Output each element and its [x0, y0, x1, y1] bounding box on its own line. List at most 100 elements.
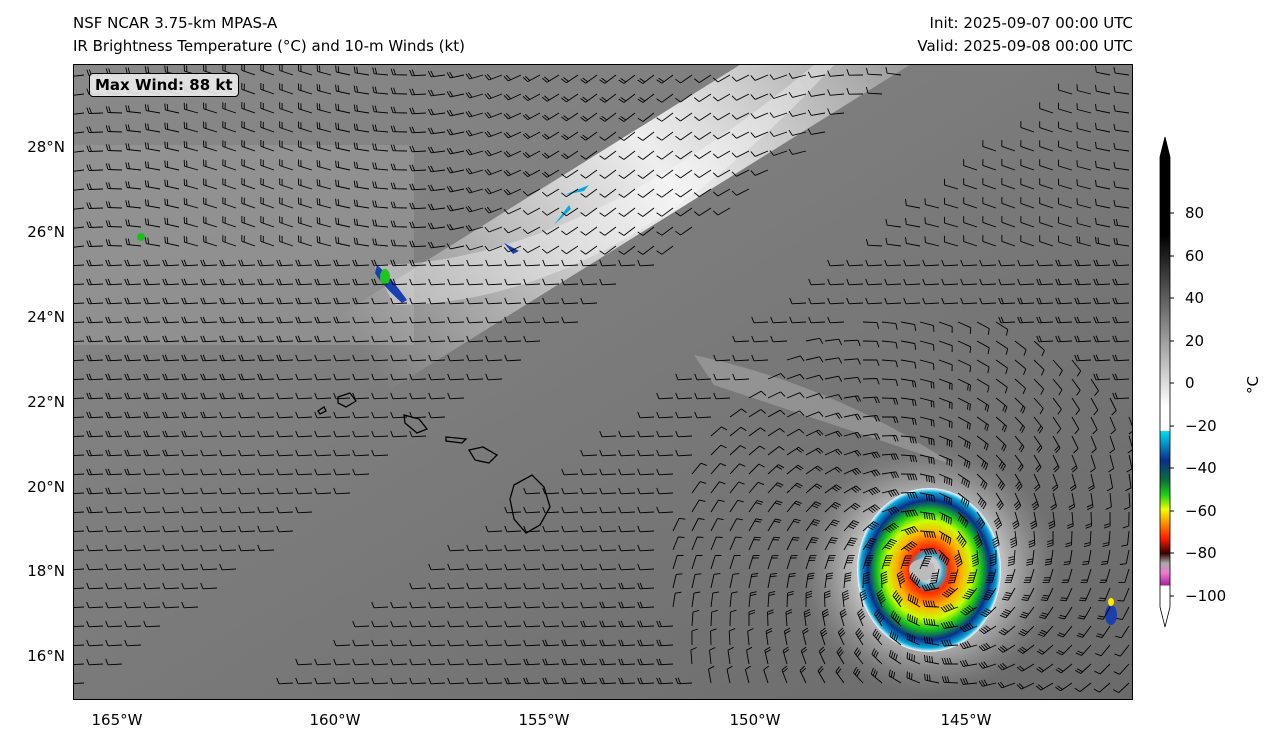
wind-barb	[371, 430, 389, 438]
wind-barb	[805, 356, 824, 363]
wind-barb	[656, 658, 674, 666]
wind-barb	[390, 430, 408, 438]
wind-barb	[314, 278, 332, 286]
wind-barb	[637, 226, 655, 236]
wind-barb	[580, 449, 598, 457]
wind-barb	[276, 449, 294, 457]
wind-barb	[542, 601, 560, 609]
wind-barb	[295, 506, 313, 514]
wind-barb	[183, 197, 199, 209]
wind-barb	[1076, 103, 1092, 114]
wind-barb	[143, 278, 161, 286]
title-model: NSF NCAR 3.75-km MPAS-A	[73, 14, 278, 32]
wind-barb	[276, 525, 294, 533]
wind-barb	[428, 278, 446, 286]
wind-barb	[1105, 492, 1112, 510]
wind-barb	[710, 462, 727, 475]
wind-barb	[390, 278, 408, 286]
wind-barb	[729, 518, 743, 532]
wind-barb	[905, 218, 921, 228]
wind-barb	[900, 509, 919, 518]
wind-barb	[162, 487, 180, 495]
wind-barb	[333, 411, 351, 419]
wind-barb	[74, 169, 85, 172]
wind-barb	[1108, 454, 1115, 473]
wind-barb	[298, 83, 313, 95]
wind-barb	[124, 544, 142, 552]
wind-barb	[316, 160, 332, 171]
wind-barb	[731, 169, 750, 177]
wind-barb	[333, 392, 351, 400]
wind-barb	[710, 628, 717, 646]
wind-barb	[427, 203, 446, 211]
wind-barb	[982, 197, 997, 209]
wind-barb	[656, 468, 674, 476]
wind-barb	[675, 93, 693, 103]
wind-barb	[823, 590, 831, 608]
wind-barb	[352, 430, 370, 438]
wind-barb	[1095, 179, 1111, 190]
wind-barb	[997, 662, 1016, 671]
wind-barb	[710, 518, 724, 532]
wind-barb	[827, 89, 845, 96]
wind-barb	[978, 661, 997, 669]
wind-barb	[675, 677, 693, 685]
wind-barb	[713, 354, 731, 362]
wind-barb	[333, 658, 351, 666]
wind-barb	[675, 373, 693, 381]
wind-barb	[561, 188, 579, 198]
oahu	[403, 414, 429, 434]
wind-barb	[200, 468, 218, 476]
wind-barb	[963, 197, 978, 209]
wind-barb	[805, 465, 823, 475]
wind-barb	[750, 150, 769, 157]
wind-barb	[371, 259, 389, 267]
wind-barb	[1094, 663, 1111, 675]
wind-barb	[1076, 625, 1092, 638]
wind-barb	[900, 397, 917, 407]
wind-barb	[807, 128, 826, 135]
wind-barb	[824, 448, 843, 456]
wind-barb	[238, 525, 256, 533]
wind-barb	[503, 207, 522, 215]
wind-barb	[1113, 161, 1130, 171]
wind-barb	[222, 178, 237, 190]
wind-barb	[1090, 378, 1099, 396]
map-panel	[73, 64, 1133, 700]
wind-barb	[105, 220, 123, 228]
wind-barb	[900, 473, 918, 481]
wind-barb	[1020, 178, 1035, 190]
wind-barb	[855, 628, 865, 646]
wind-barb	[922, 297, 940, 305]
wind-barb	[1071, 359, 1082, 377]
wind-barb	[637, 259, 655, 267]
wind-barb	[335, 84, 351, 95]
wind-barb	[1057, 159, 1073, 171]
wind-barb	[862, 359, 880, 367]
wind-barb	[203, 140, 218, 152]
wind-barb	[466, 335, 484, 343]
wind-barb	[523, 563, 541, 571]
wind-barb	[260, 177, 275, 190]
wind-barb	[769, 112, 788, 118]
wind-barb	[86, 411, 104, 419]
wind-barb	[799, 665, 807, 684]
wind-barb	[314, 373, 332, 381]
wind-barb	[86, 582, 104, 590]
wind-barb	[637, 468, 655, 476]
wind-barb	[694, 93, 712, 102]
wind-barb	[637, 169, 655, 179]
wind-barb	[712, 93, 731, 102]
wind-barb	[428, 563, 446, 571]
wind-barb	[862, 451, 881, 459]
wind-barb	[1119, 549, 1130, 565]
wind-barb	[941, 278, 959, 286]
wind-barb	[86, 145, 104, 152]
wind-barb	[656, 207, 674, 217]
wind-barb	[260, 101, 275, 114]
wind-barb	[295, 316, 313, 324]
wind-barb	[164, 103, 180, 114]
wind-barb	[748, 591, 757, 608]
wind-barb	[827, 259, 845, 267]
wind-barb	[466, 373, 484, 381]
